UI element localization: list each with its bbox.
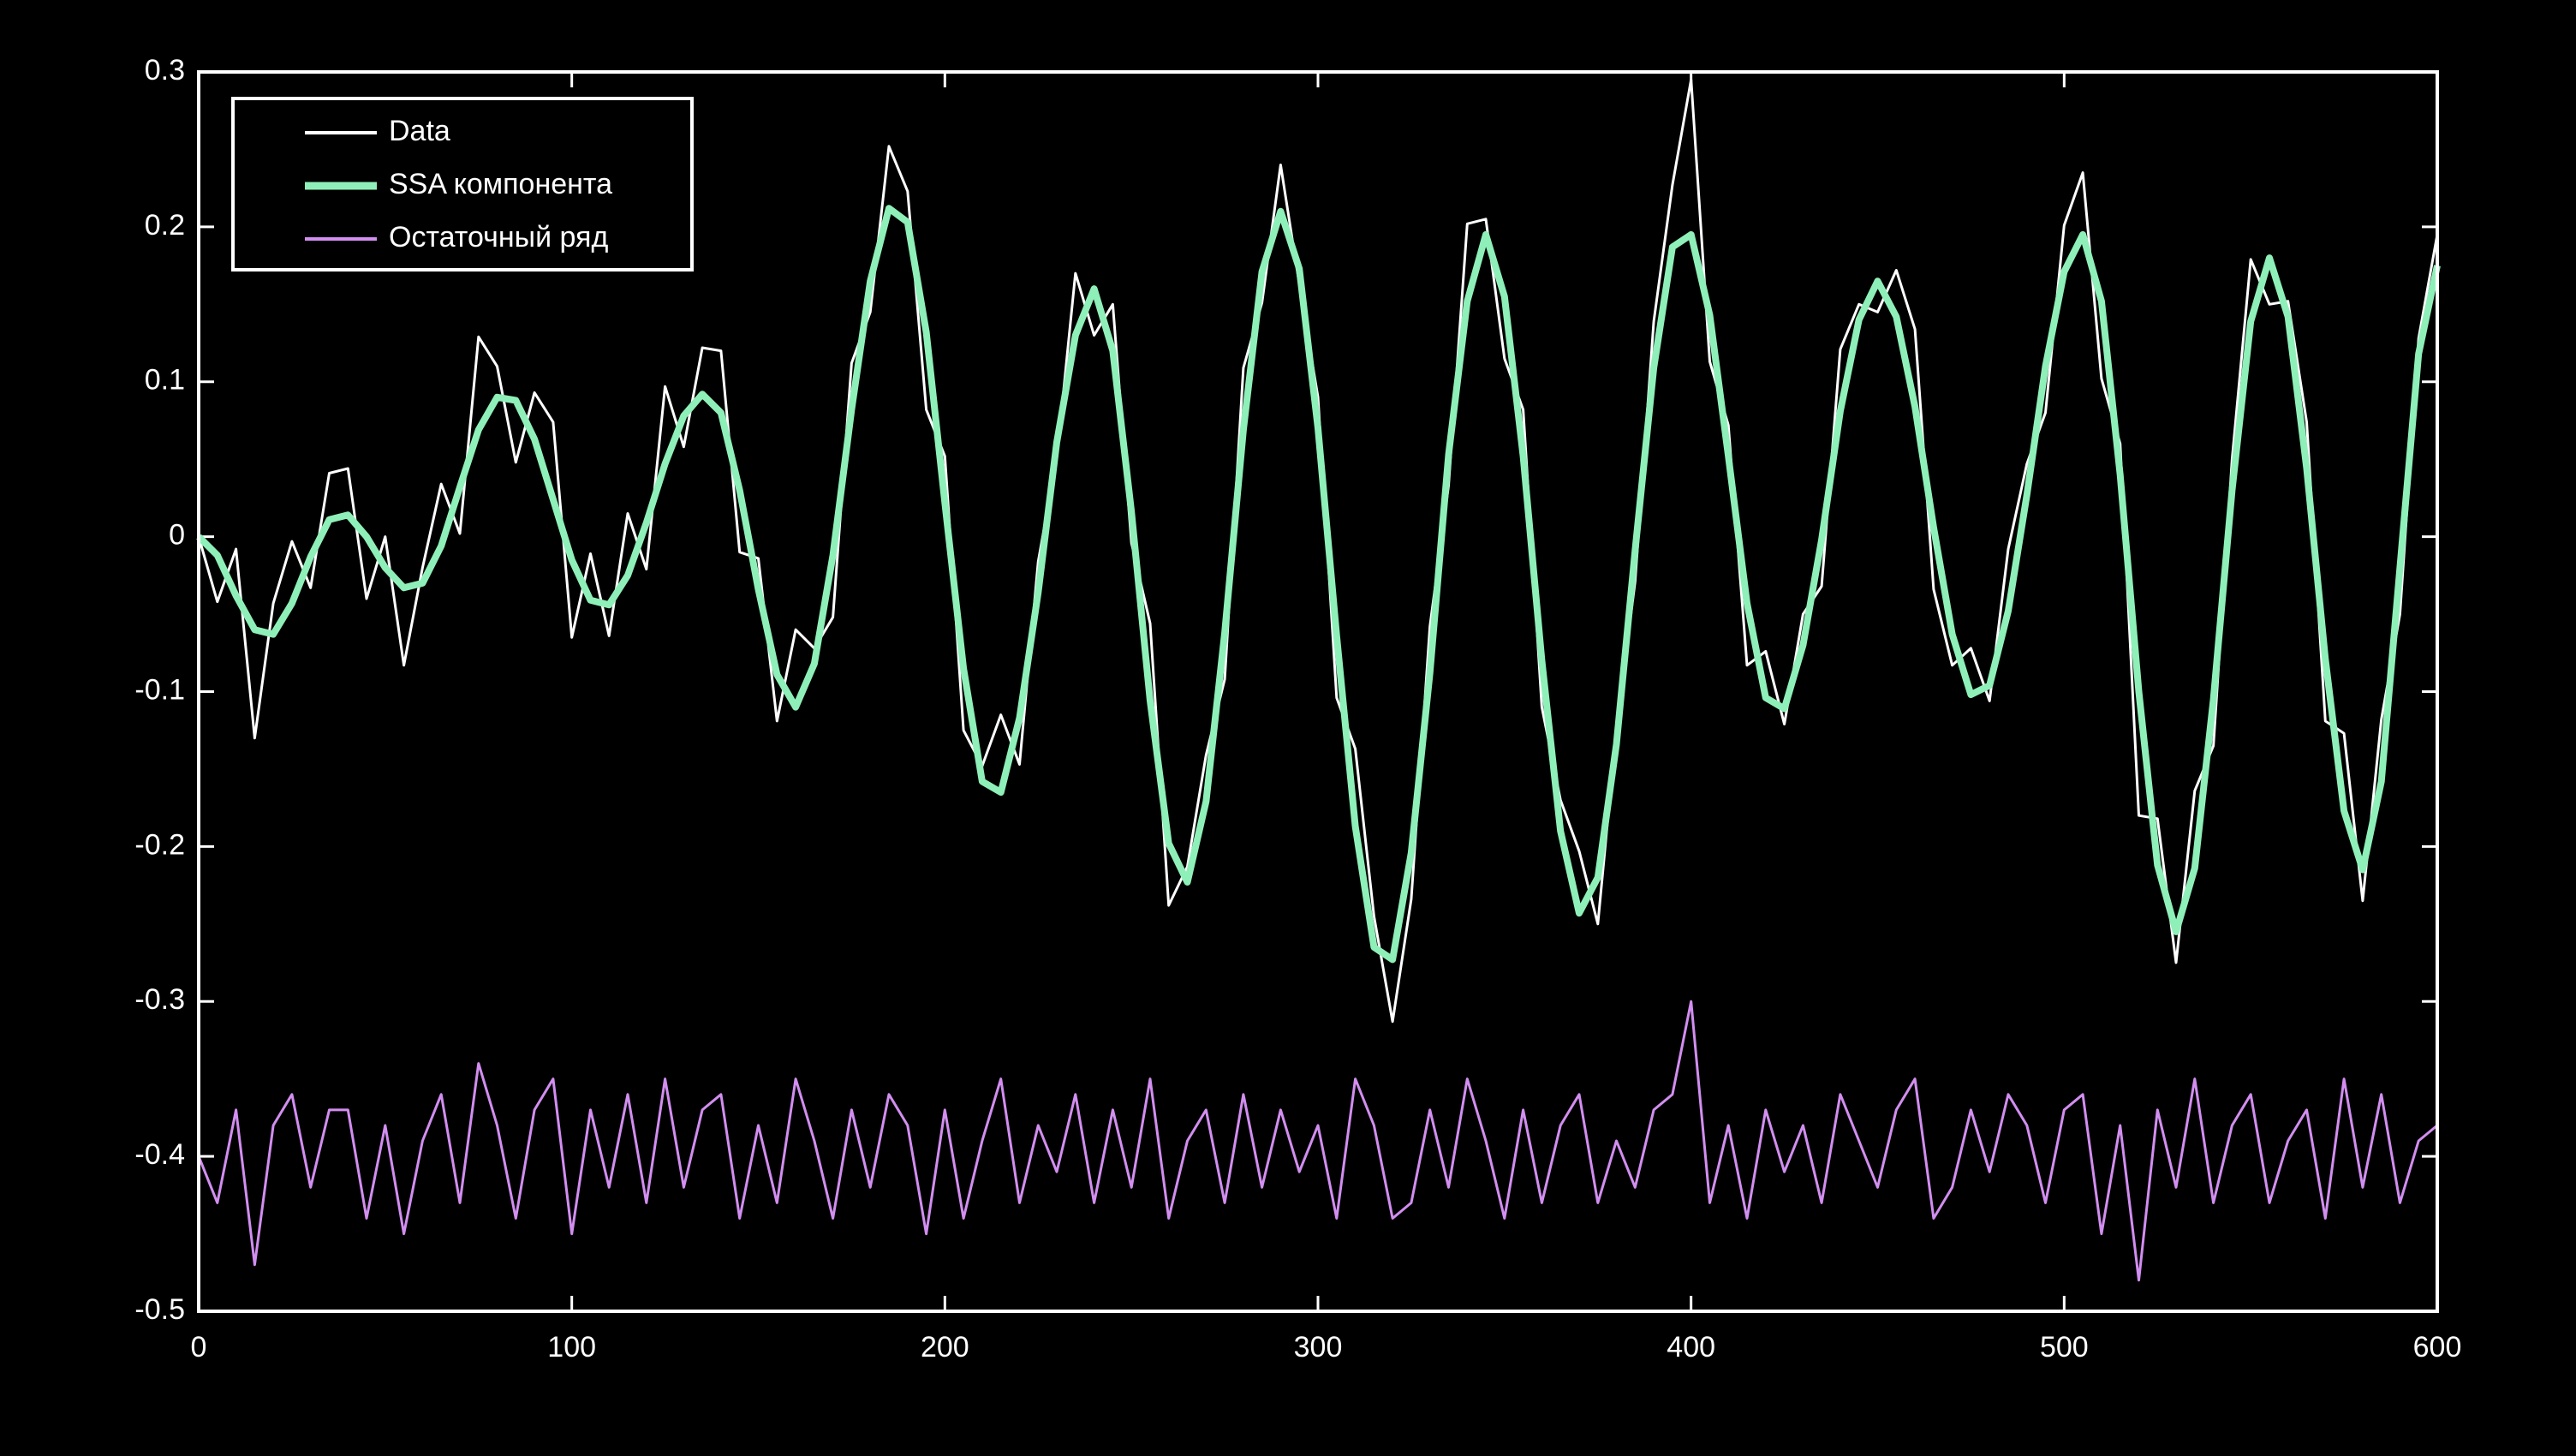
legend-label: Data: [389, 115, 450, 147]
x-tick-label: 300: [1294, 1331, 1343, 1364]
x-tick-label: 100: [547, 1331, 596, 1364]
x-tick-label: 400: [1667, 1331, 1715, 1364]
x-tick-label: 500: [2040, 1331, 2089, 1364]
series-line: [197, 78, 2439, 1023]
y-tick-label: 0.1: [145, 364, 185, 397]
series-line: [197, 1000, 2438, 1282]
y-tick-label: 0.2: [145, 209, 185, 242]
y-tick-label: -0.2: [134, 828, 185, 861]
x-tick-label: 200: [921, 1331, 969, 1364]
y-tick-label: -0.5: [134, 1293, 185, 1326]
y-tick-label: -0.1: [134, 673, 185, 706]
y-tick-label: -0.4: [134, 1138, 185, 1171]
legend-label: SSA компонента: [389, 168, 612, 200]
x-tick-label: 0: [191, 1331, 207, 1364]
legend-label: Остаточный ряд: [389, 221, 608, 254]
x-tick-label: 600: [2413, 1331, 2462, 1364]
y-tick-label: 0.3: [145, 54, 185, 87]
y-tick-label: 0: [169, 519, 185, 552]
plot-frame: [197, 70, 2439, 1313]
series-line: [196, 205, 2441, 964]
y-tick-label: -0.3: [134, 983, 185, 1016]
